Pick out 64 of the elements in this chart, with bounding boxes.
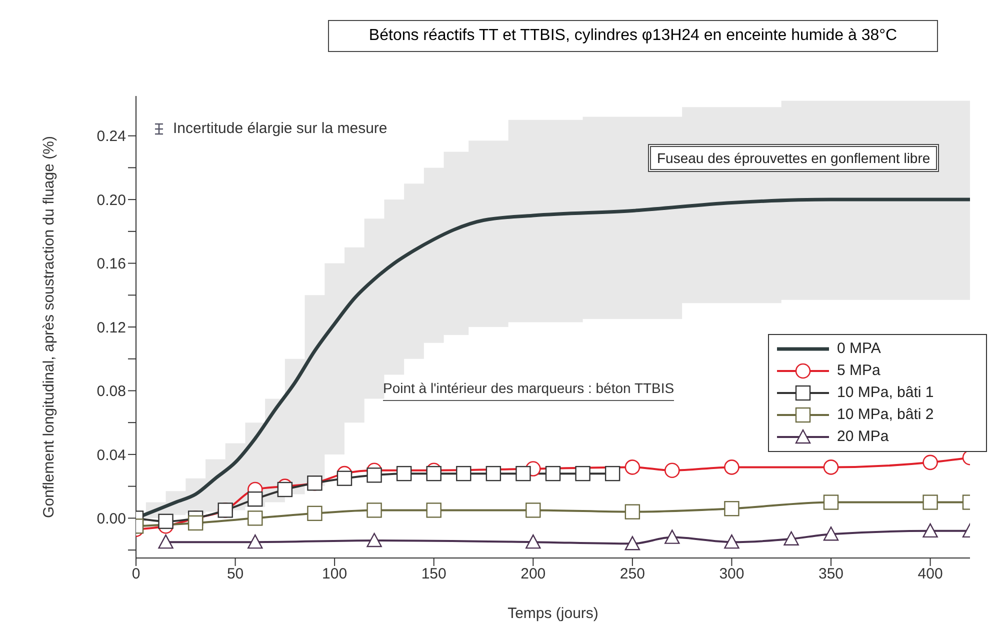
annotation: Fuseau des éprouvettes en gonflement libre xyxy=(648,144,940,172)
point xyxy=(366,532,382,548)
y-tick-label: 0.20 xyxy=(96,192,126,209)
x-tick-label: 350 xyxy=(818,566,844,583)
point xyxy=(277,482,293,498)
x-tick-label: 150 xyxy=(421,566,446,583)
chart-title: Bétons réactifs TT et TTBIS, cylindres φ13H24 en enceinte humide à 38°C xyxy=(328,20,938,52)
point xyxy=(516,466,531,482)
point xyxy=(664,530,680,544)
y-tick-label: 0.24 xyxy=(96,128,126,146)
point xyxy=(336,470,352,486)
point xyxy=(922,494,938,510)
point xyxy=(624,460,640,475)
point xyxy=(724,460,740,475)
point xyxy=(248,534,263,549)
legend-label: 10 MPa, bâti 2 xyxy=(837,405,934,425)
point xyxy=(426,502,442,518)
point xyxy=(366,502,382,518)
x-tick-label: 400 xyxy=(918,566,943,583)
y-tick-label: 0.08 xyxy=(96,383,126,400)
legend-label: 5 MPa xyxy=(837,361,880,381)
legend-label: 10 MPa, bâti 1 xyxy=(837,383,934,403)
point xyxy=(307,506,322,521)
point xyxy=(396,466,412,482)
point xyxy=(248,510,263,526)
point xyxy=(922,523,938,538)
point xyxy=(526,534,541,549)
x-tick-label: 200 xyxy=(520,566,546,583)
point xyxy=(188,515,204,531)
y-tick-label: 0.04 xyxy=(96,446,126,464)
y-tick-label: 0.00 xyxy=(96,510,126,528)
point xyxy=(575,466,590,482)
point xyxy=(724,534,740,549)
point xyxy=(426,466,442,482)
point xyxy=(624,536,640,550)
point xyxy=(724,501,740,516)
legend-label: 0 MPA xyxy=(837,339,881,359)
y-axis-title: Gonflement longitudinal, après soustraction du fluage (%) xyxy=(40,136,58,518)
annotation: Incertitude élargie sur la mesure xyxy=(173,120,388,137)
annotation: Point à l'intérieur des marqueurs : béton TTBIS xyxy=(383,380,674,401)
point xyxy=(823,494,839,510)
point xyxy=(624,504,640,520)
point xyxy=(248,491,263,507)
point xyxy=(158,534,174,549)
legend-label: 20 MPa xyxy=(837,427,889,447)
point xyxy=(922,454,938,470)
x-tick-label: 300 xyxy=(719,566,744,583)
point xyxy=(823,460,839,475)
x-tick-label: 0 xyxy=(132,566,140,583)
x-axis-title: Temps (jours) xyxy=(508,605,598,622)
y-tick-label: 0.12 xyxy=(96,319,126,336)
x-tick-label: 250 xyxy=(620,566,645,583)
point xyxy=(456,466,472,482)
point xyxy=(784,531,799,546)
point xyxy=(664,462,680,478)
point xyxy=(545,466,561,482)
point xyxy=(526,502,541,518)
x-tick-label: 100 xyxy=(322,566,348,583)
point xyxy=(823,526,839,541)
y-tick-label: 0.16 xyxy=(96,256,126,273)
point xyxy=(486,466,502,482)
point xyxy=(604,466,620,482)
point xyxy=(158,514,174,529)
x-tick-label: 50 xyxy=(226,566,244,583)
